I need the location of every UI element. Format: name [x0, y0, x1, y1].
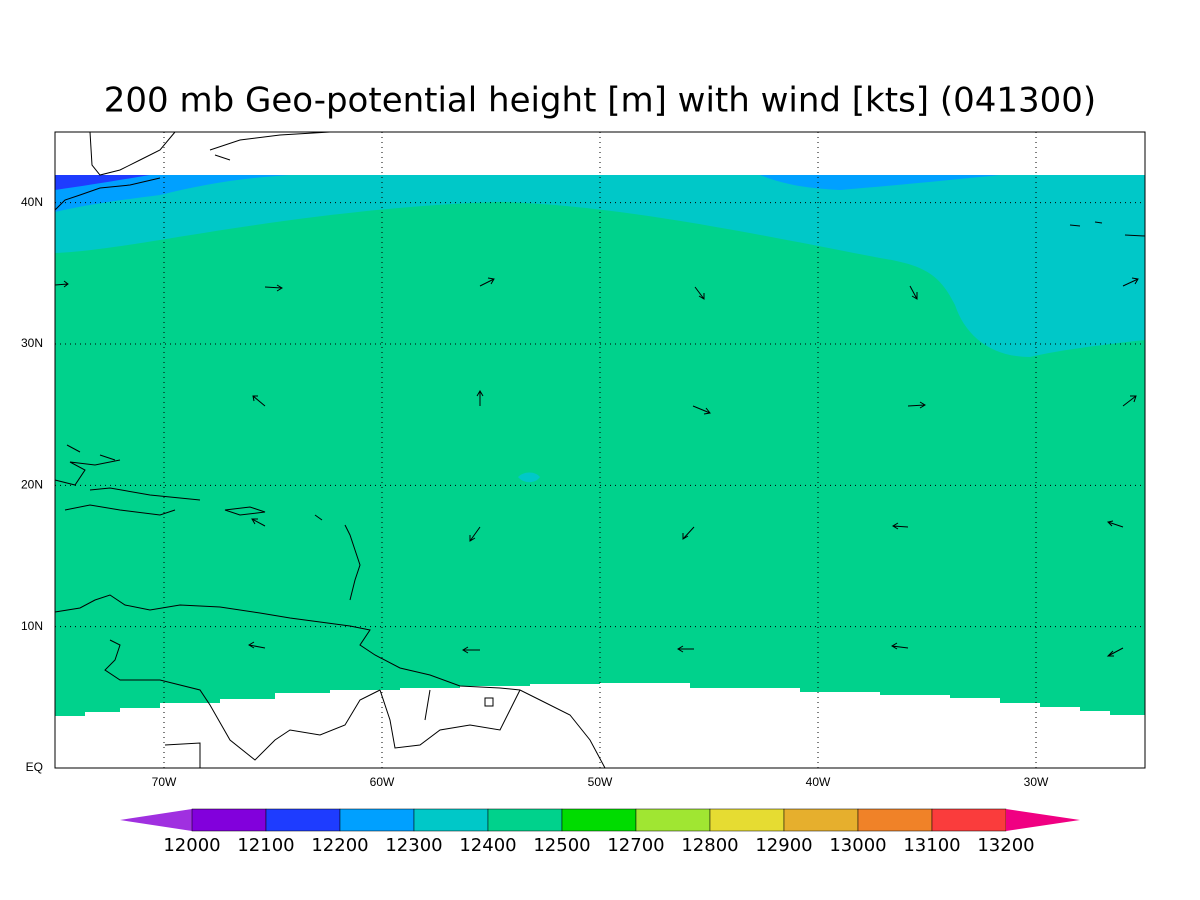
colorbar-label: 12000: [163, 835, 220, 856]
y-tick-label: EQ: [26, 760, 43, 774]
colorbar-label: 13100: [903, 835, 960, 856]
y-tick-label: 30N: [21, 336, 43, 350]
wind-vectors: [54, 277, 1139, 657]
colorbar-box: [783, 808, 859, 832]
x-tick-label: 70W: [152, 775, 177, 789]
y-tick-label: 40N: [21, 195, 43, 209]
colorbar-label: 12900: [755, 835, 812, 856]
y-tick-label: 10N: [21, 619, 43, 633]
coast-north: [54, 131, 1146, 237]
colorbar-label: 12200: [311, 835, 368, 856]
field-12300: [518, 472, 540, 483]
colorbar-label: 12100: [237, 835, 294, 856]
x-tick-label: 50W: [588, 775, 613, 789]
field-12200: [760, 175, 1000, 190]
field-12100: [55, 175, 150, 190]
x-tick-label: 40W: [806, 775, 831, 789]
height-field: [55, 175, 1145, 768]
colorbar-label: 12800: [681, 835, 738, 856]
wind-arrows: [54, 277, 1139, 657]
chart-title: 200 mb Geo-potential height [m] with win…: [104, 81, 1096, 121]
colorbar-extend-high: [1006, 809, 1080, 831]
y-tick-label: 20N: [21, 478, 43, 492]
colorbar-label: 12400: [459, 835, 516, 856]
x-tick-label: 60W: [370, 775, 395, 789]
colorbar-label: 12500: [533, 835, 590, 856]
colorbar-label: 13000: [829, 835, 886, 856]
colorbar-box: [265, 808, 341, 832]
map-frame: [54, 131, 1146, 769]
colorbar-label: 12700: [607, 835, 664, 856]
coast-south-america: [54, 594, 606, 769]
coastlines: [54, 131, 1146, 769]
field-12200: [55, 175, 290, 212]
colorbar-box: [709, 808, 785, 832]
x-tick-label: 30W: [1024, 775, 1049, 789]
colorbar-label: 12300: [385, 835, 442, 856]
colorbar-extend-low: [120, 809, 192, 831]
coast-caribbean: [54, 444, 361, 601]
colorbar-box: [561, 808, 637, 832]
colorbar: 12000 12100 12200 12300 12400 12500 12700 12800…: [120, 808, 1080, 856]
missing-data: [55, 683, 1145, 768]
field-12300: [55, 175, 1145, 357]
colorbar-box: [191, 808, 267, 832]
colorbar-box: [635, 808, 711, 832]
colorbar-box: [857, 808, 933, 832]
colorbar-box: [931, 808, 1007, 832]
colorbar-box: [413, 808, 489, 832]
colorbar-box: [487, 808, 563, 832]
grid: [55, 132, 1145, 768]
colorbar-box: [339, 808, 415, 832]
colorbar-label: 13200: [977, 835, 1034, 856]
